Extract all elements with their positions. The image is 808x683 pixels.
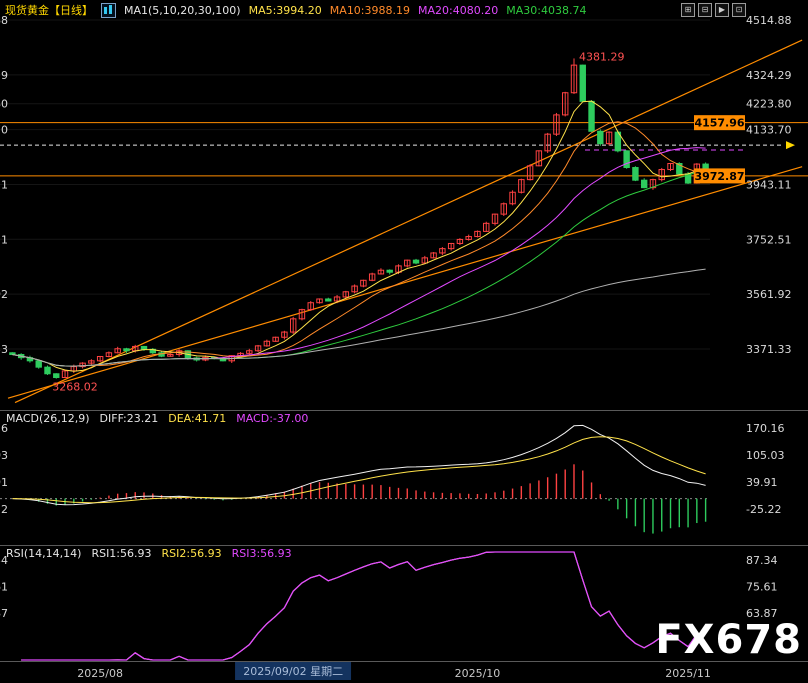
chart-header: 现货黄金【日线】 MA1(5,10,20,30,100) MA5:3994.20…	[5, 2, 736, 18]
x-axis-tick: 2025/10	[454, 667, 501, 680]
svg-text:3752.51: 3752.51	[0, 233, 8, 246]
svg-text:75.61: 75.61	[746, 581, 778, 594]
svg-text:4133.70: 4133.70	[0, 124, 8, 137]
chart-toolbar: ⊞ ⊟ ▶ ⊡	[681, 3, 746, 17]
ma30-value: MA30:4038.74	[506, 3, 587, 17]
macd-panel: 170.16 170.16 105.03 105.03 39.91 39.91 -25.22…	[0, 422, 785, 534]
svg-text:39.91: 39.91	[0, 476, 8, 489]
svg-text:105.03: 105.03	[746, 449, 785, 462]
svg-text:39.91: 39.91	[746, 476, 778, 489]
ma20-value: MA20:4080.20	[418, 3, 499, 17]
fx678-watermark: FX678	[655, 617, 802, 663]
svg-text:87.34: 87.34	[0, 554, 8, 567]
price-annotations: 4381.29 3268.02	[52, 50, 624, 393]
rsi-panel: 87.34 87.34 75.61 75.61 63.87 63.87	[0, 551, 778, 661]
svg-text:87.34: 87.34	[746, 554, 778, 567]
svg-text:3561.92: 3561.92	[0, 288, 8, 301]
ma-lines	[12, 100, 706, 372]
minimize-icon[interactable]: ⊟	[698, 3, 712, 17]
svg-text:3943.11: 3943.11	[746, 178, 792, 191]
svg-text:63.87: 63.87	[0, 607, 8, 620]
svg-text:4324.29: 4324.29	[0, 69, 8, 82]
price-tag	[694, 115, 745, 131]
svg-text:4514.88: 4514.88	[0, 14, 8, 27]
frame-icon[interactable]: ⊡	[732, 3, 746, 17]
svg-text:4514.88: 4514.88	[746, 14, 792, 27]
svg-text:75.61: 75.61	[0, 581, 8, 594]
svg-text:3371.33: 3371.33	[746, 343, 792, 356]
rsi1-value: RSI1:56.93	[91, 547, 152, 560]
svg-text:3752.51: 3752.51	[746, 233, 792, 246]
svg-text:4223.80: 4223.80	[0, 98, 8, 111]
x-axis-tick: 2025/11	[665, 667, 711, 680]
svg-text:4324.29: 4324.29	[746, 69, 792, 82]
svg-text:3268.02: 3268.02	[52, 381, 97, 394]
svg-text:-25.22: -25.22	[746, 503, 781, 516]
macd-header: MACD(26,12,9) DIFF:23.21 DEA:41.71 MACD:…	[6, 412, 308, 425]
instrument-title: 现货黄金【日线】	[5, 4, 93, 17]
play-icon[interactable]: ▶	[715, 3, 729, 17]
macd-diff-value: DIFF:23.21	[99, 412, 159, 425]
macd-hist-value: MACD:-37.00	[236, 412, 309, 425]
current-price-arrow-icon	[786, 141, 795, 150]
svg-text:170.16: 170.16	[0, 422, 8, 435]
macd-indicator-label[interactable]: MACD(26,12,9)	[6, 412, 90, 425]
rsi-header: RSI(14,14,14) RSI1:56.93 RSI2:56.93 RSI3…	[6, 547, 292, 560]
svg-text:3972.87: 3972.87	[694, 170, 744, 183]
price-axis-labels: 4514.88 4514.88 4324.29 4324.29 4223.80 4223.…	[0, 14, 792, 356]
rsi2-value: RSI2:56.93	[161, 547, 222, 560]
ma-settings-label[interactable]: MA1(5,10,20,30,100)	[124, 3, 241, 17]
ma5-value: MA5:3994.20	[248, 3, 322, 17]
svg-text:63.87: 63.87	[746, 607, 778, 620]
x-axis-tick: 2025/09/02 星期二	[235, 662, 352, 680]
x-axis-tick: 2025/08	[77, 667, 123, 680]
x-axis: 2025/08 2025/09/02 星期二 2025/10 2025/11	[0, 662, 808, 683]
svg-text:4223.80: 4223.80	[746, 98, 792, 111]
svg-text:4133.70: 4133.70	[746, 124, 792, 137]
panel-separators	[0, 410, 808, 662]
svg-text:105.03: 105.03	[0, 449, 8, 462]
main-gridlines	[0, 19, 710, 350]
user-drawings[interactable]	[0, 39, 808, 404]
candlestick-mini-icon[interactable]	[101, 2, 116, 18]
svg-text:3561.92: 3561.92	[746, 288, 792, 301]
svg-text:4381.29: 4381.29	[579, 50, 625, 63]
grid-icon[interactable]: ⊞	[681, 3, 695, 17]
rsi-indicator-label[interactable]: RSI(14,14,14)	[6, 547, 82, 560]
svg-text:3371.33: 3371.33	[0, 343, 8, 356]
macd-dea-value: DEA:41.71	[168, 412, 227, 425]
svg-text:-25.22: -25.22	[0, 503, 8, 516]
svg-text:4157.96: 4157.96	[694, 117, 744, 130]
price-tag	[694, 168, 745, 184]
rsi3-value: RSI3:56.93	[231, 547, 292, 560]
svg-text:3943.11: 3943.11	[0, 178, 8, 191]
candles	[9, 58, 709, 379]
ma10-value: MA10:3988.19	[329, 3, 411, 17]
svg-text:170.16: 170.16	[746, 422, 785, 435]
